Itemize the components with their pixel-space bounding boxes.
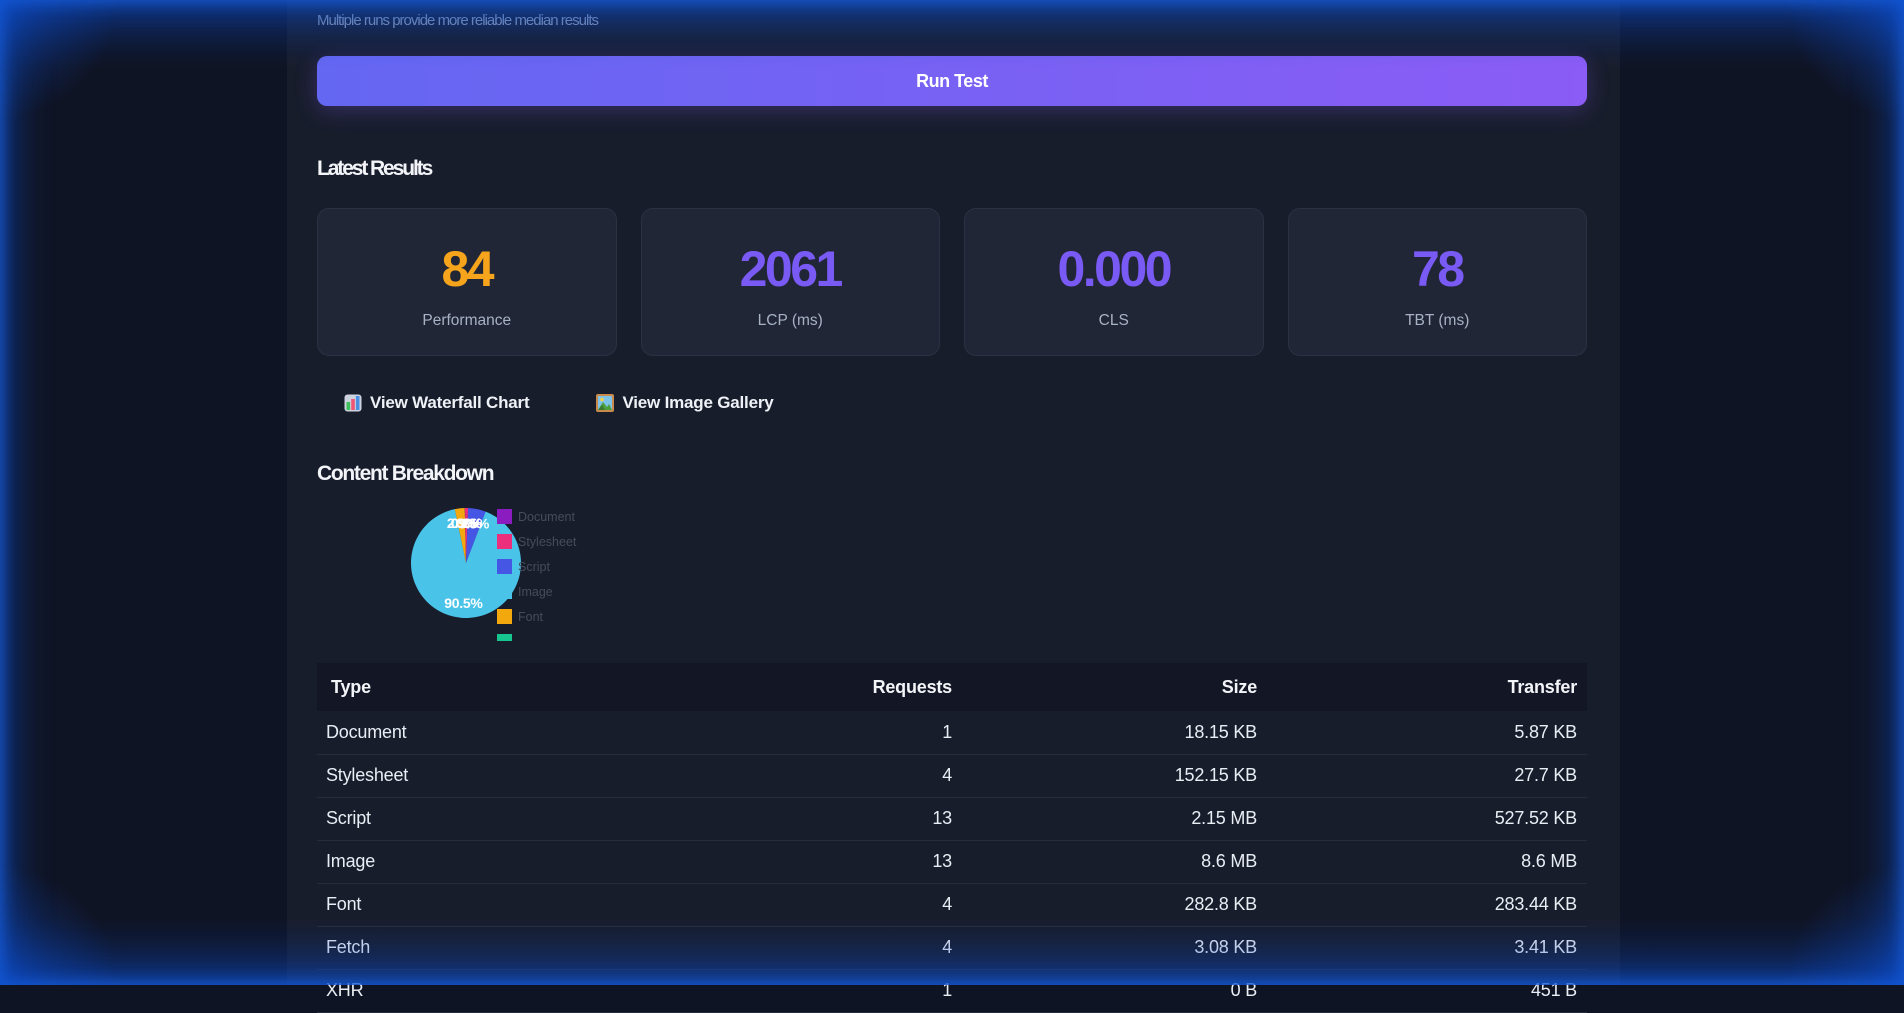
svg-text:0%: 0% (456, 515, 476, 531)
svg-text:Image: Image (518, 585, 553, 599)
svg-text:Font: Font (518, 610, 544, 624)
svg-text:Stylesheet: Stylesheet (518, 535, 577, 549)
svg-text:90.5%: 90.5% (444, 595, 483, 611)
svg-text:Document: Document (518, 510, 575, 524)
svg-text:Script: Script (518, 560, 550, 574)
